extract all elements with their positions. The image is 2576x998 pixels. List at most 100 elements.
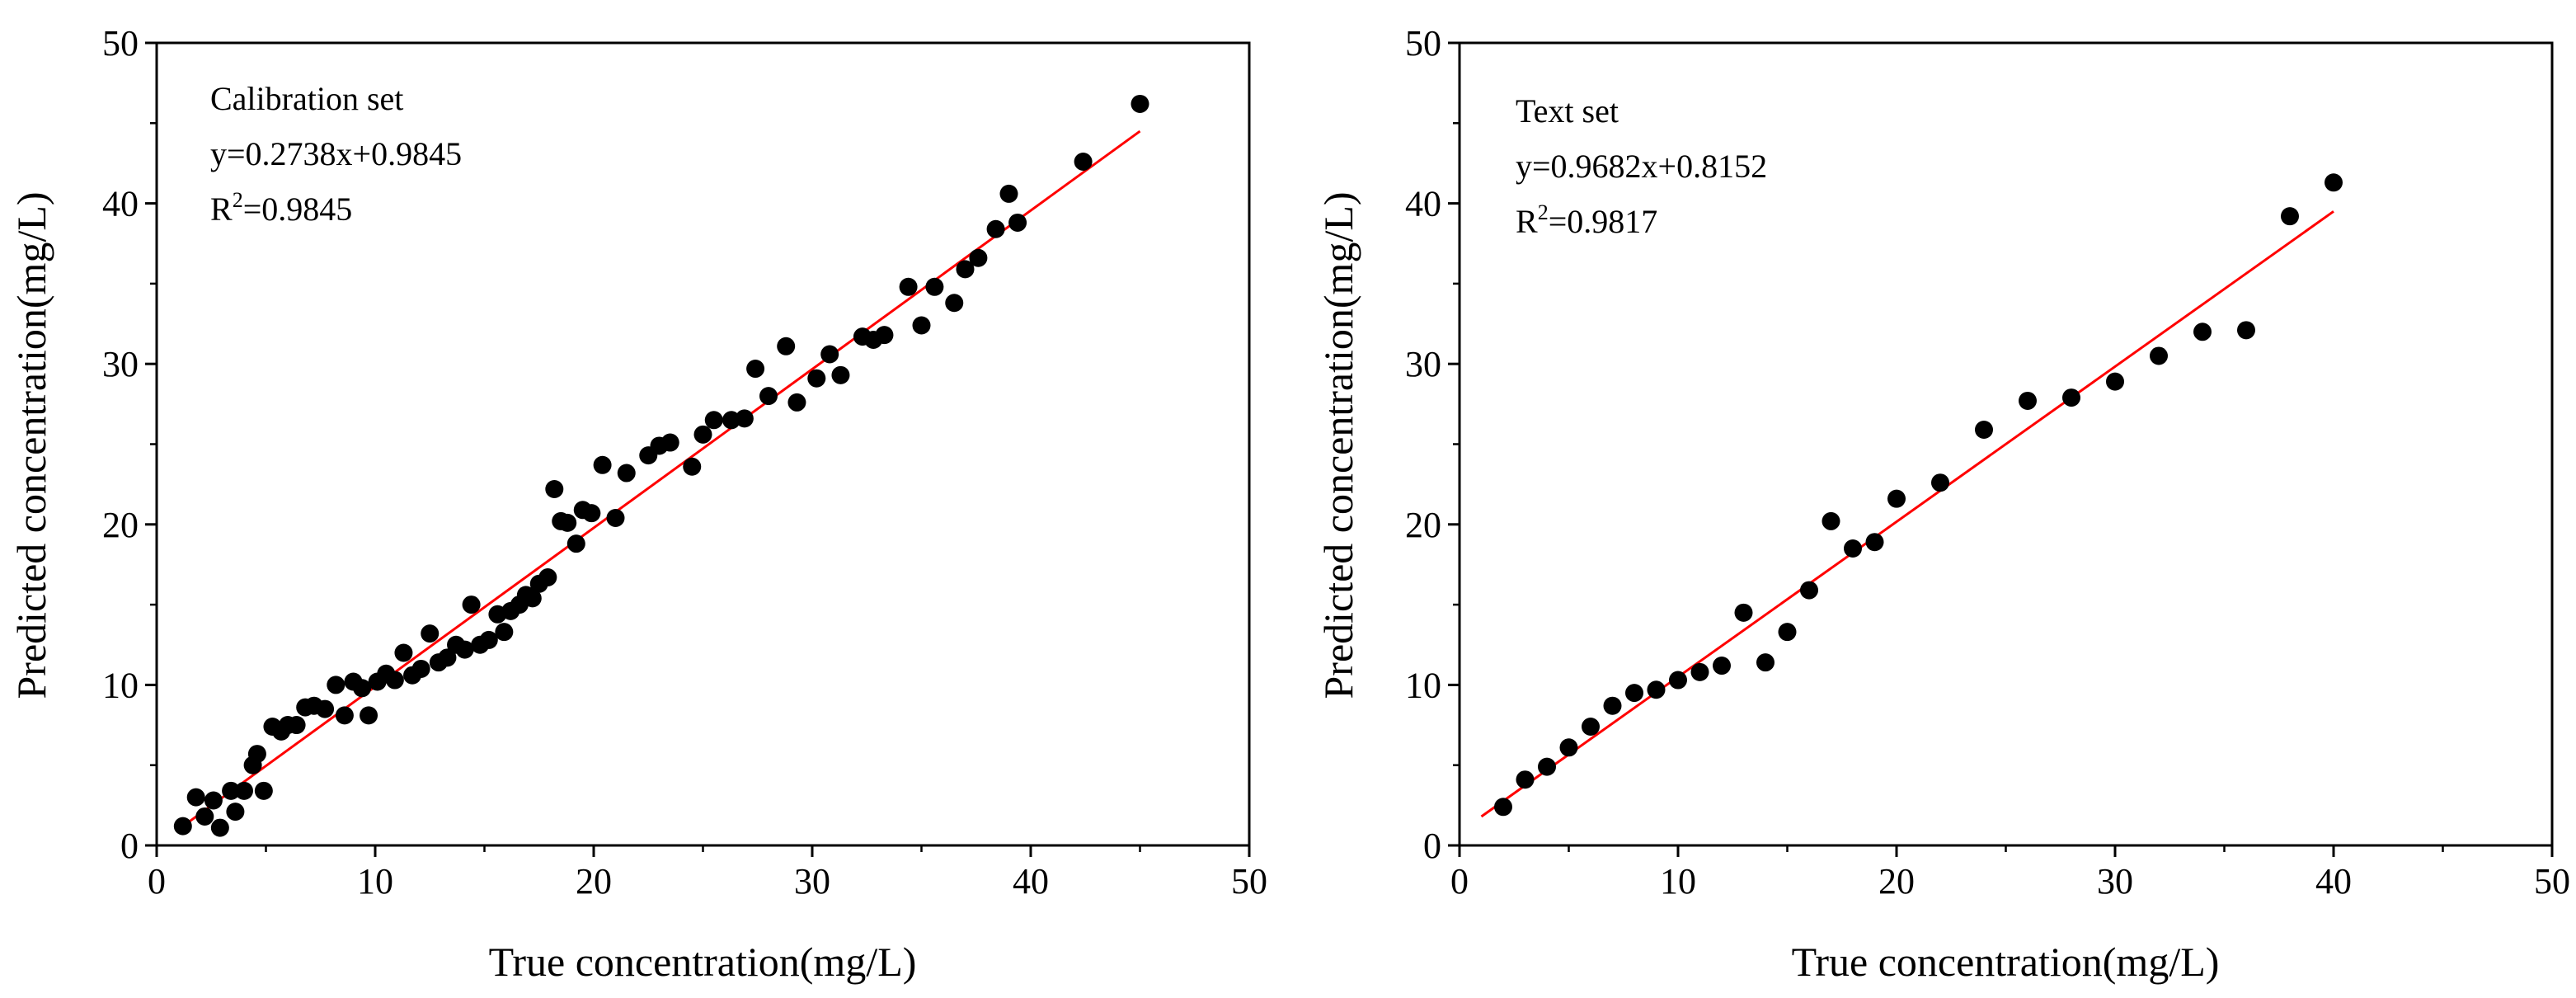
- calibration-data-point-67: [820, 345, 839, 364]
- test-data-point-4: [1582, 717, 1600, 736]
- calibration-data-point-48: [566, 534, 585, 553]
- calibration-data-point-21: [353, 679, 372, 698]
- calibration-data-point-44: [538, 568, 557, 587]
- test-data-point-22: [2062, 388, 2080, 407]
- test-data-point-12: [1756, 653, 1775, 672]
- calibration-data-point-80: [1008, 213, 1027, 232]
- test-data-point-7: [1647, 680, 1666, 699]
- calibration-data-point-81: [1074, 153, 1093, 172]
- test-data-point-10: [1713, 657, 1731, 676]
- calibration-y-tick-label-20: 20: [102, 505, 139, 545]
- test-data-point-2: [1538, 757, 1556, 776]
- calibration-data-point-72: [899, 277, 918, 296]
- calibration-r2-superscript: 2: [233, 188, 243, 212]
- calibration-data-point-75: [945, 294, 964, 313]
- calibration-x-tick-label-40: 40: [1013, 861, 1049, 901]
- calibration-data-point-51: [593, 455, 612, 474]
- calibration-data-point-82: [1131, 94, 1149, 113]
- test-data-point-26: [2237, 321, 2255, 340]
- test-data-point-17: [1865, 533, 1884, 552]
- calibration-data-point-5: [222, 781, 241, 800]
- calibration-data-point-7: [235, 781, 253, 800]
- calibration-data-point-31: [438, 648, 457, 667]
- test-data-point-28: [2325, 173, 2343, 192]
- calibration-data-point-78: [986, 219, 1005, 238]
- calibration-data-point-4: [210, 818, 229, 837]
- calibration-data-point-66: [807, 369, 826, 388]
- test-fit-line: [1480, 210, 2334, 818]
- calibration-data-point-0: [173, 817, 192, 836]
- calibration-r2: R2=0.9845: [210, 188, 352, 228]
- test-r2-superscript: 2: [1538, 200, 1549, 224]
- test-x-tick-label-50: 50: [2534, 861, 2570, 901]
- calibration-plot-panel: Calibration set y=0.2738x+0.9845 R2=0.98…: [8, 23, 1267, 985]
- test-data-point-15: [1822, 511, 1840, 530]
- calibration-data-point-25: [385, 671, 404, 690]
- calibration-data-point-19: [335, 706, 354, 725]
- calibration-data-point-36: [479, 630, 498, 649]
- calibration-data-point-58: [693, 425, 712, 444]
- test-data-point-8: [1669, 671, 1687, 690]
- calibration-x-tick-label-20: 20: [576, 861, 612, 901]
- calibration-data-point-10: [254, 781, 273, 800]
- calibration-data-point-63: [759, 387, 778, 406]
- calibration-data-point-53: [617, 464, 636, 483]
- calibration-r2-value: =0.9845: [243, 191, 353, 228]
- calibration-x-tick-label-0: 0: [148, 861, 166, 901]
- test-data-point-20: [1975, 420, 1993, 439]
- test-data-point-25: [2193, 322, 2212, 341]
- calibration-y-axis-title: Predicted concentration(mg/L): [8, 191, 54, 699]
- calibration-y-tick-label-40: 40: [102, 184, 139, 224]
- calibration-data-point-62: [746, 360, 765, 379]
- test-data-point-14: [1800, 581, 1818, 600]
- calibration-data-point-68: [831, 365, 850, 384]
- calibration-r2-prefix: R: [210, 191, 233, 228]
- calibration-data-point-9: [247, 745, 266, 764]
- calibration-data-point-56: [660, 433, 679, 452]
- calibration-y-tick-label-30: 30: [102, 344, 139, 384]
- test-y-tick-label-50: 50: [1405, 23, 1441, 64]
- calibration-data-point-14: [287, 716, 306, 735]
- test-x-tick-label-30: 30: [2097, 861, 2133, 901]
- test-x-tick-label-10: 10: [1660, 861, 1696, 901]
- test-x-tick-label-40: 40: [2315, 861, 2352, 901]
- calibration-data-point-47: [558, 513, 577, 532]
- calibration-data-point-65: [787, 393, 806, 412]
- test-data-point-19: [1931, 473, 1949, 492]
- test-y-tick-label-20: 20: [1405, 505, 1441, 545]
- test-data-point-6: [1625, 684, 1643, 703]
- calibration-x-tick-label-50: 50: [1231, 861, 1267, 901]
- calibration-data-point-76: [956, 260, 975, 279]
- test-data-point-27: [2281, 207, 2299, 226]
- calibration-y-tick-label-0: 0: [120, 826, 139, 866]
- calibration-data-point-45: [545, 479, 564, 498]
- calibration-data-point-59: [704, 411, 723, 430]
- calibration-data-point-22: [360, 706, 378, 725]
- calibration-data-point-18: [327, 676, 346, 694]
- test-data-point-5: [1603, 696, 1622, 715]
- test-data-point-16: [1844, 539, 1862, 558]
- test-y-tick-label-40: 40: [1405, 184, 1441, 224]
- test-x-tick-label-20: 20: [1878, 861, 1915, 901]
- calibration-data-point-73: [912, 316, 931, 335]
- calibration-data-point-61: [735, 409, 754, 428]
- calibration-x-tick-label-10: 10: [357, 861, 393, 901]
- calibration-data-point-29: [421, 624, 440, 643]
- test-plot-panel: Text set y=0.9682x+0.8152 R2=0.9817 True…: [1315, 23, 2570, 985]
- calibration-y-tick-label-50: 50: [102, 23, 139, 64]
- test-r2-value: =0.9817: [1549, 203, 1658, 240]
- test-data-point-9: [1690, 662, 1709, 681]
- calibration-data-point-33: [455, 640, 474, 659]
- calibration-data-point-42: [523, 589, 542, 608]
- calibration-data-point-1: [186, 788, 205, 807]
- calibration-data-point-50: [582, 504, 601, 523]
- test-data-point-0: [1494, 798, 1512, 817]
- calibration-data-point-77: [969, 248, 988, 267]
- calibration-data-point-74: [925, 277, 944, 296]
- calibration-data-point-28: [411, 659, 430, 678]
- calibration-data-point-17: [316, 699, 335, 718]
- calibration-data-point-79: [999, 184, 1018, 203]
- test-data-point-13: [1778, 623, 1797, 642]
- calibration-data-point-2: [195, 807, 214, 826]
